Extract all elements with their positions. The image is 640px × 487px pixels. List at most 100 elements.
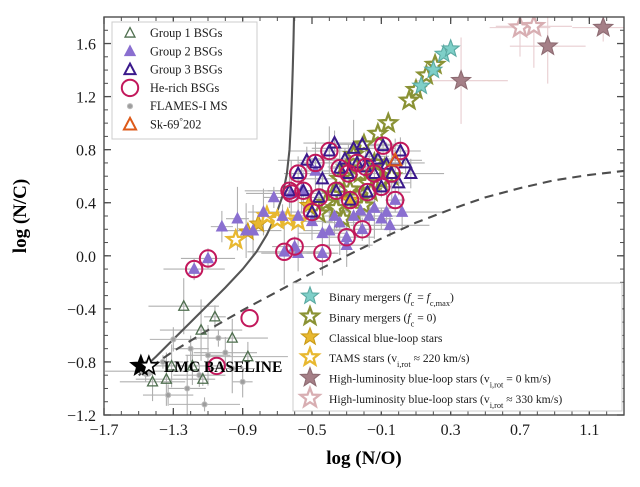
data-point bbox=[226, 331, 239, 343]
data-point bbox=[170, 336, 177, 343]
data-points-layer bbox=[142, 17, 615, 408]
x-tick-label: −0.9 bbox=[228, 422, 257, 439]
data-point bbox=[239, 378, 246, 385]
x-tick-label: −0.1 bbox=[367, 422, 396, 439]
data-point bbox=[165, 392, 172, 399]
data-point bbox=[177, 299, 190, 311]
series-group-1-bsgs bbox=[146, 299, 254, 387]
legend-models[interactable]: Binary mergers (fc = fc,max) Binary merge… bbox=[292, 282, 623, 412]
curve-dashed-enrichment-track bbox=[138, 169, 624, 377]
lmc-baseline-annotation: LMC BASELINE bbox=[129, 353, 282, 377]
data-point bbox=[290, 165, 306, 180]
legend-label: Sk-69°202 bbox=[150, 116, 201, 132]
data-point bbox=[146, 375, 159, 387]
data-point bbox=[201, 251, 215, 264]
series-flames-i-ms bbox=[142, 334, 246, 408]
data-point bbox=[224, 227, 248, 250]
data-point bbox=[184, 259, 204, 279]
data-point bbox=[355, 136, 370, 150]
legend-label: He-rich BSGs bbox=[150, 81, 220, 95]
data-point bbox=[397, 88, 421, 111]
data-point bbox=[208, 310, 221, 322]
y-tick-label: 0.0 bbox=[76, 249, 96, 266]
legend-label: Group 1 BSGs bbox=[150, 26, 223, 40]
legend-label: High-luminosity blue-loop stars (vi,rot … bbox=[329, 373, 551, 390]
data-point bbox=[184, 385, 191, 392]
data-point bbox=[368, 201, 381, 213]
legend-marker-triangle-open-orange bbox=[122, 115, 138, 131]
legend-marker-dot-small bbox=[126, 103, 134, 110]
data-point bbox=[323, 223, 336, 236]
legend-marker-triangle-open bbox=[123, 26, 137, 38]
data-point bbox=[329, 182, 344, 197]
data-point bbox=[398, 154, 413, 169]
legend-marker-triangle-open-dark bbox=[122, 61, 138, 76]
data-point bbox=[229, 365, 236, 372]
data-point bbox=[282, 182, 297, 197]
data-point bbox=[328, 209, 341, 221]
data-point bbox=[198, 249, 218, 268]
data-point bbox=[341, 142, 366, 165]
legend-marker-star-filled bbox=[299, 285, 321, 305]
legend-label: Classical blue-loop stars bbox=[329, 332, 443, 345]
data-point bbox=[285, 237, 304, 256]
data-point bbox=[383, 218, 397, 231]
data-point bbox=[187, 345, 194, 352]
data-point bbox=[302, 202, 322, 222]
data-point bbox=[282, 184, 301, 203]
series-sk-69-202 bbox=[387, 151, 403, 167]
legend-top-box bbox=[111, 21, 258, 140]
data-point bbox=[521, 17, 547, 38]
data-point bbox=[362, 148, 377, 162]
legend-bottom-box bbox=[292, 282, 623, 412]
y-tick-label: 1.2 bbox=[76, 90, 96, 107]
data-point bbox=[267, 190, 281, 203]
data-point bbox=[288, 164, 308, 183]
data-point bbox=[353, 220, 372, 239]
data-point bbox=[380, 205, 393, 217]
series-group-2-bsgs bbox=[187, 164, 409, 274]
data-point bbox=[440, 38, 461, 58]
data-point bbox=[386, 190, 405, 210]
data-point bbox=[231, 211, 244, 224]
legend-label: Binary mergers (fc = fc,max) bbox=[329, 291, 454, 308]
legend-label: FLAMES-I MS bbox=[150, 99, 228, 113]
data-point bbox=[370, 150, 386, 165]
data-point bbox=[304, 203, 320, 218]
legend-label: High-luminosity blue-loop stars (vi,rot … bbox=[329, 393, 562, 410]
data-point bbox=[241, 349, 254, 362]
data-point bbox=[296, 182, 311, 197]
data-point bbox=[380, 163, 404, 187]
data-point bbox=[360, 183, 375, 198]
series-he-rich-bsgs bbox=[184, 136, 410, 376]
data-point bbox=[423, 59, 444, 79]
data-point bbox=[327, 181, 346, 200]
legend-label: TAMS stars (vi,rot ≈ 220 km/s) bbox=[329, 352, 470, 369]
data-point bbox=[592, 17, 615, 37]
curve-solid-enrichment-track bbox=[137, 17, 296, 374]
data-point bbox=[340, 230, 353, 243]
data-point bbox=[387, 151, 403, 167]
data-point bbox=[186, 359, 199, 371]
data-point bbox=[201, 401, 208, 408]
y-tick-label: 0.8 bbox=[76, 143, 96, 160]
data-point bbox=[316, 246, 329, 258]
data-point bbox=[320, 141, 339, 161]
data-point bbox=[196, 372, 209, 384]
baseline-star-white bbox=[137, 354, 161, 376]
model-curves-layer bbox=[137, 17, 624, 377]
x-tick-label: 0.3 bbox=[441, 422, 461, 439]
legend-observations[interactable]: Group 1 BSGs Group 2 BSGs Group 3 BSGs He-r… bbox=[111, 21, 258, 140]
data-point bbox=[411, 75, 432, 95]
data-point bbox=[356, 222, 369, 235]
data-point bbox=[375, 137, 391, 152]
x-axis-label: log (N/O) bbox=[326, 448, 401, 469]
data-point bbox=[187, 262, 201, 274]
y-tick-label: 0.4 bbox=[76, 196, 96, 213]
data-point bbox=[337, 150, 353, 165]
data-point bbox=[373, 136, 393, 155]
data-point bbox=[389, 193, 402, 205]
data-point bbox=[393, 142, 408, 157]
x-tick-label: −1.3 bbox=[159, 422, 188, 439]
